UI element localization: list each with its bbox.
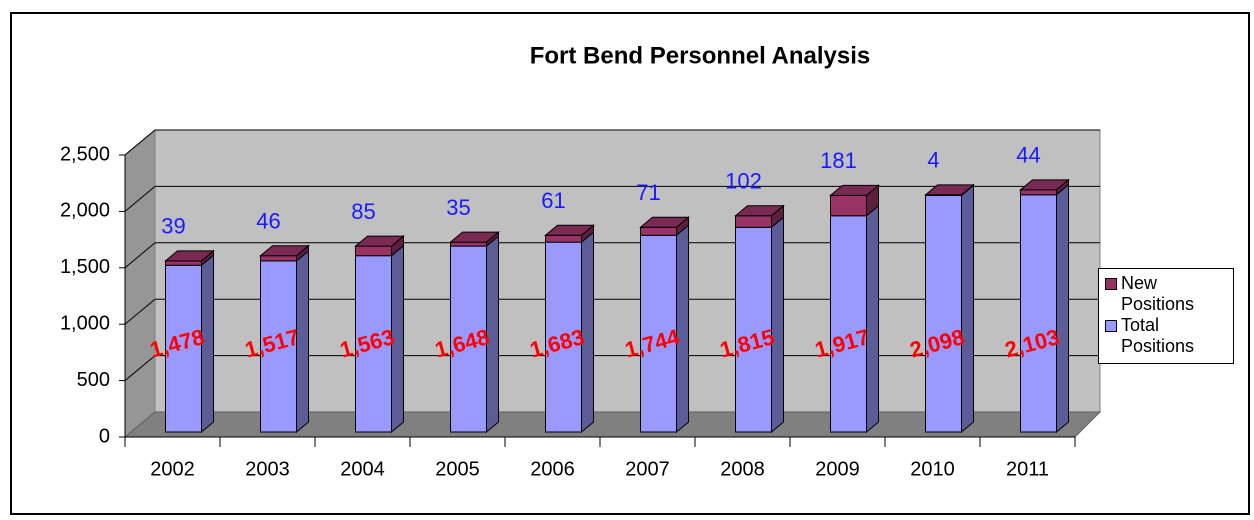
bar-front: [260, 260, 297, 433]
x-tick-label: 2008: [720, 458, 765, 480]
bar-front: [545, 234, 582, 243]
bar-side: [961, 184, 974, 434]
value-label: 181: [820, 148, 857, 173]
grid-line: [124, 129, 156, 156]
chart-title: Fort Bend Personnel Analysis: [530, 42, 871, 69]
bar-front: [165, 260, 202, 266]
bar-top: [1019, 179, 1070, 191]
bar-front: [260, 255, 297, 262]
bar-top: [354, 235, 405, 247]
value-label: 44: [1016, 143, 1040, 168]
bar-front: [450, 241, 487, 247]
bar-front: [925, 194, 962, 433]
value-label: 61: [541, 188, 565, 213]
bar-front: [1020, 194, 1057, 433]
bar-side: [581, 231, 594, 434]
bar-front: [830, 215, 867, 433]
y-tick-label: 1,000: [60, 312, 110, 334]
bar-front: [165, 264, 202, 433]
x-tick-label: 2002: [150, 458, 195, 480]
bar-front: [640, 226, 677, 236]
y-tick-label: 1,500: [60, 256, 110, 278]
x-tick-label: 2011: [1006, 458, 1049, 480]
bar-front: [640, 234, 677, 433]
bar-top: [164, 250, 215, 262]
x-tick-label: 2009: [815, 458, 860, 480]
grid-line: [124, 186, 156, 212]
value-label: 71: [636, 180, 660, 205]
grid-line: [124, 298, 156, 325]
bar-front: [355, 245, 392, 257]
value-label: 39: [161, 214, 185, 239]
bar-front: [1020, 189, 1057, 196]
x-tick-label: 2007: [625, 458, 670, 480]
bar-top: [259, 245, 310, 257]
bar-top: [639, 216, 690, 228]
bar-side: [866, 204, 879, 434]
value-label: 46: [256, 209, 280, 234]
bar-side: [1056, 183, 1069, 434]
legend-entry: Total Positions: [1105, 315, 1231, 357]
bar-front: [830, 194, 867, 217]
x-tick-label: 2010: [910, 458, 955, 480]
side-wall: [124, 128, 156, 439]
bar-top: [449, 231, 500, 243]
y-tick-label: 2,000: [60, 200, 110, 222]
value-label: 35: [446, 195, 470, 220]
grid-line: [124, 355, 156, 381]
bar-front: [735, 215, 772, 228]
value-label: 102: [725, 169, 762, 194]
legend-entry: New Positions: [1105, 273, 1231, 315]
chart-border: [10, 12, 1250, 515]
bar-side: [771, 216, 784, 434]
bar-top: [924, 184, 975, 196]
y-tick-label: 500: [77, 369, 110, 391]
x-tick-label: 2006: [530, 458, 575, 480]
legend-label: Total Positions: [1121, 315, 1195, 356]
bar-side: [486, 235, 499, 434]
grid-line: [124, 242, 156, 269]
x-tick-label: 2004: [340, 458, 385, 480]
bar-front: [545, 241, 582, 433]
legend-swatch: [1105, 320, 1117, 332]
x-tick-label: 2005: [435, 458, 480, 480]
value-label: 85: [351, 199, 375, 224]
bar-top: [544, 224, 595, 236]
y-tick-label: 2,500: [60, 143, 110, 165]
value-label: 4: [927, 148, 939, 173]
x-tick-label: 2003: [245, 458, 290, 480]
legend-label: New Positions: [1121, 273, 1195, 314]
legend-swatch: [1105, 278, 1117, 290]
legend: New Positions Total Positions: [1098, 268, 1234, 364]
bar-front: [355, 255, 392, 433]
bar-top: [734, 205, 785, 217]
bar-side: [676, 224, 689, 434]
y-tick-label: 0: [99, 425, 110, 447]
bar-top: [829, 184, 880, 196]
